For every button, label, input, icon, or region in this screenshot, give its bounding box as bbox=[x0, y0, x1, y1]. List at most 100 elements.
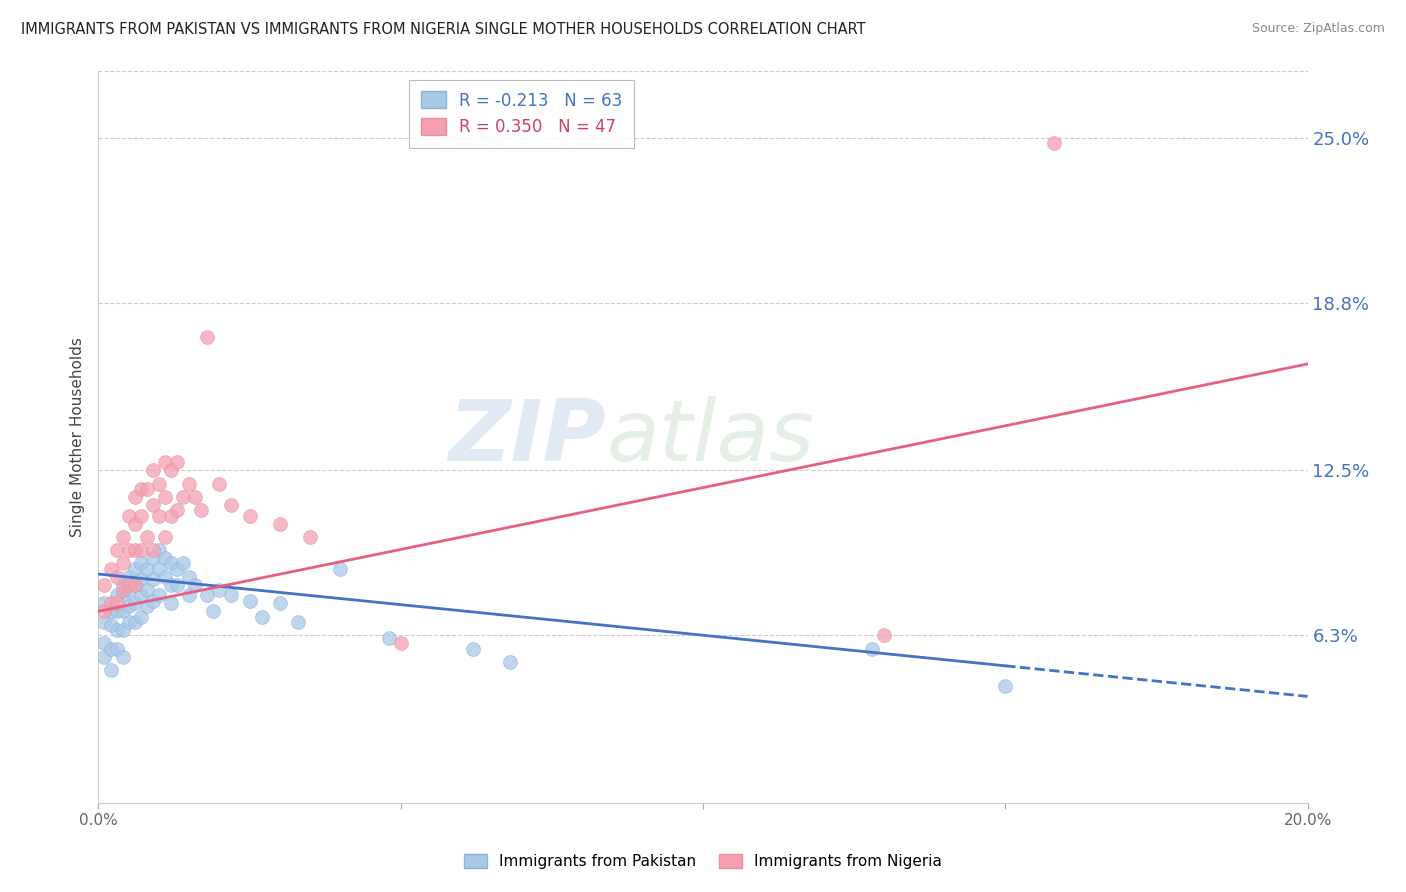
Legend: R = -0.213   N = 63, R = 0.350   N = 47: R = -0.213 N = 63, R = 0.350 N = 47 bbox=[409, 79, 634, 148]
Point bbox=[873, 628, 896, 642]
Point bbox=[463, 641, 485, 656]
Point bbox=[860, 641, 883, 656]
Point bbox=[93, 615, 115, 629]
Point bbox=[160, 463, 183, 477]
Point bbox=[160, 596, 183, 610]
Point bbox=[111, 604, 134, 618]
Point bbox=[129, 573, 152, 587]
Point bbox=[153, 455, 176, 469]
Point bbox=[190, 503, 212, 517]
Point bbox=[111, 649, 134, 664]
Point bbox=[100, 596, 122, 610]
Point bbox=[195, 588, 218, 602]
Point bbox=[93, 596, 115, 610]
Point bbox=[166, 455, 188, 469]
Point bbox=[135, 582, 157, 597]
Point bbox=[160, 577, 183, 591]
Point bbox=[135, 482, 157, 496]
Point bbox=[148, 476, 170, 491]
Point bbox=[148, 588, 170, 602]
Point bbox=[221, 498, 243, 512]
Point bbox=[135, 599, 157, 613]
Text: ZIP: ZIP bbox=[449, 395, 606, 479]
Point bbox=[287, 615, 309, 629]
Point bbox=[93, 649, 115, 664]
Point bbox=[160, 557, 183, 571]
Point bbox=[160, 508, 183, 523]
Point bbox=[994, 679, 1017, 693]
Point bbox=[105, 604, 128, 618]
Point bbox=[111, 588, 134, 602]
Point bbox=[129, 609, 152, 624]
Point bbox=[124, 596, 146, 610]
Point bbox=[93, 636, 115, 650]
Point bbox=[100, 641, 122, 656]
Point bbox=[111, 623, 134, 637]
Point bbox=[93, 577, 115, 591]
Point bbox=[202, 604, 225, 618]
Point bbox=[179, 588, 201, 602]
Y-axis label: Single Mother Households: Single Mother Households bbox=[70, 337, 86, 537]
Point bbox=[118, 543, 141, 558]
Point bbox=[124, 562, 146, 576]
Point bbox=[129, 588, 152, 602]
Point bbox=[166, 562, 188, 576]
Text: Source: ZipAtlas.com: Source: ZipAtlas.com bbox=[1251, 22, 1385, 36]
Point bbox=[498, 655, 520, 669]
Point bbox=[118, 508, 141, 523]
Point bbox=[105, 596, 128, 610]
Point bbox=[221, 588, 243, 602]
Point bbox=[269, 596, 291, 610]
Point bbox=[269, 516, 291, 531]
Point bbox=[172, 490, 194, 504]
Point bbox=[142, 498, 165, 512]
Point bbox=[124, 490, 146, 504]
Point bbox=[153, 490, 176, 504]
Text: IMMIGRANTS FROM PAKISTAN VS IMMIGRANTS FROM NIGERIA SINGLE MOTHER HOUSEHOLDS COR: IMMIGRANTS FROM PAKISTAN VS IMMIGRANTS F… bbox=[21, 22, 866, 37]
Point bbox=[299, 530, 322, 544]
Point bbox=[124, 543, 146, 558]
Point bbox=[239, 593, 262, 607]
Point bbox=[239, 508, 262, 523]
Point bbox=[208, 476, 231, 491]
Point bbox=[129, 508, 152, 523]
Point bbox=[105, 641, 128, 656]
Point bbox=[329, 562, 352, 576]
Point bbox=[377, 631, 399, 645]
Point bbox=[142, 593, 165, 607]
Point bbox=[142, 573, 165, 587]
Legend: Immigrants from Pakistan, Immigrants from Nigeria: Immigrants from Pakistan, Immigrants fro… bbox=[458, 847, 948, 875]
Point bbox=[129, 557, 152, 571]
Point bbox=[184, 490, 207, 504]
Point bbox=[208, 582, 231, 597]
Point bbox=[105, 570, 128, 584]
Point bbox=[118, 599, 141, 613]
Point bbox=[142, 463, 165, 477]
Point bbox=[142, 543, 165, 558]
Point bbox=[118, 570, 141, 584]
Point bbox=[100, 562, 122, 576]
Point bbox=[179, 570, 201, 584]
Point bbox=[111, 582, 134, 597]
Point bbox=[148, 508, 170, 523]
Point bbox=[389, 636, 412, 650]
Point bbox=[111, 557, 134, 571]
Point bbox=[118, 582, 141, 597]
Point bbox=[166, 577, 188, 591]
Point bbox=[195, 330, 218, 344]
Point bbox=[166, 503, 188, 517]
Point bbox=[105, 623, 128, 637]
Point bbox=[179, 476, 201, 491]
Point bbox=[148, 543, 170, 558]
Point bbox=[105, 588, 128, 602]
Point bbox=[93, 604, 115, 618]
Point bbox=[118, 615, 141, 629]
Point bbox=[118, 577, 141, 591]
Point bbox=[100, 663, 122, 677]
Text: atlas: atlas bbox=[606, 395, 814, 479]
Point bbox=[124, 615, 146, 629]
Point bbox=[129, 482, 152, 496]
Point bbox=[142, 551, 165, 566]
Point bbox=[1042, 136, 1064, 151]
Point bbox=[100, 604, 122, 618]
